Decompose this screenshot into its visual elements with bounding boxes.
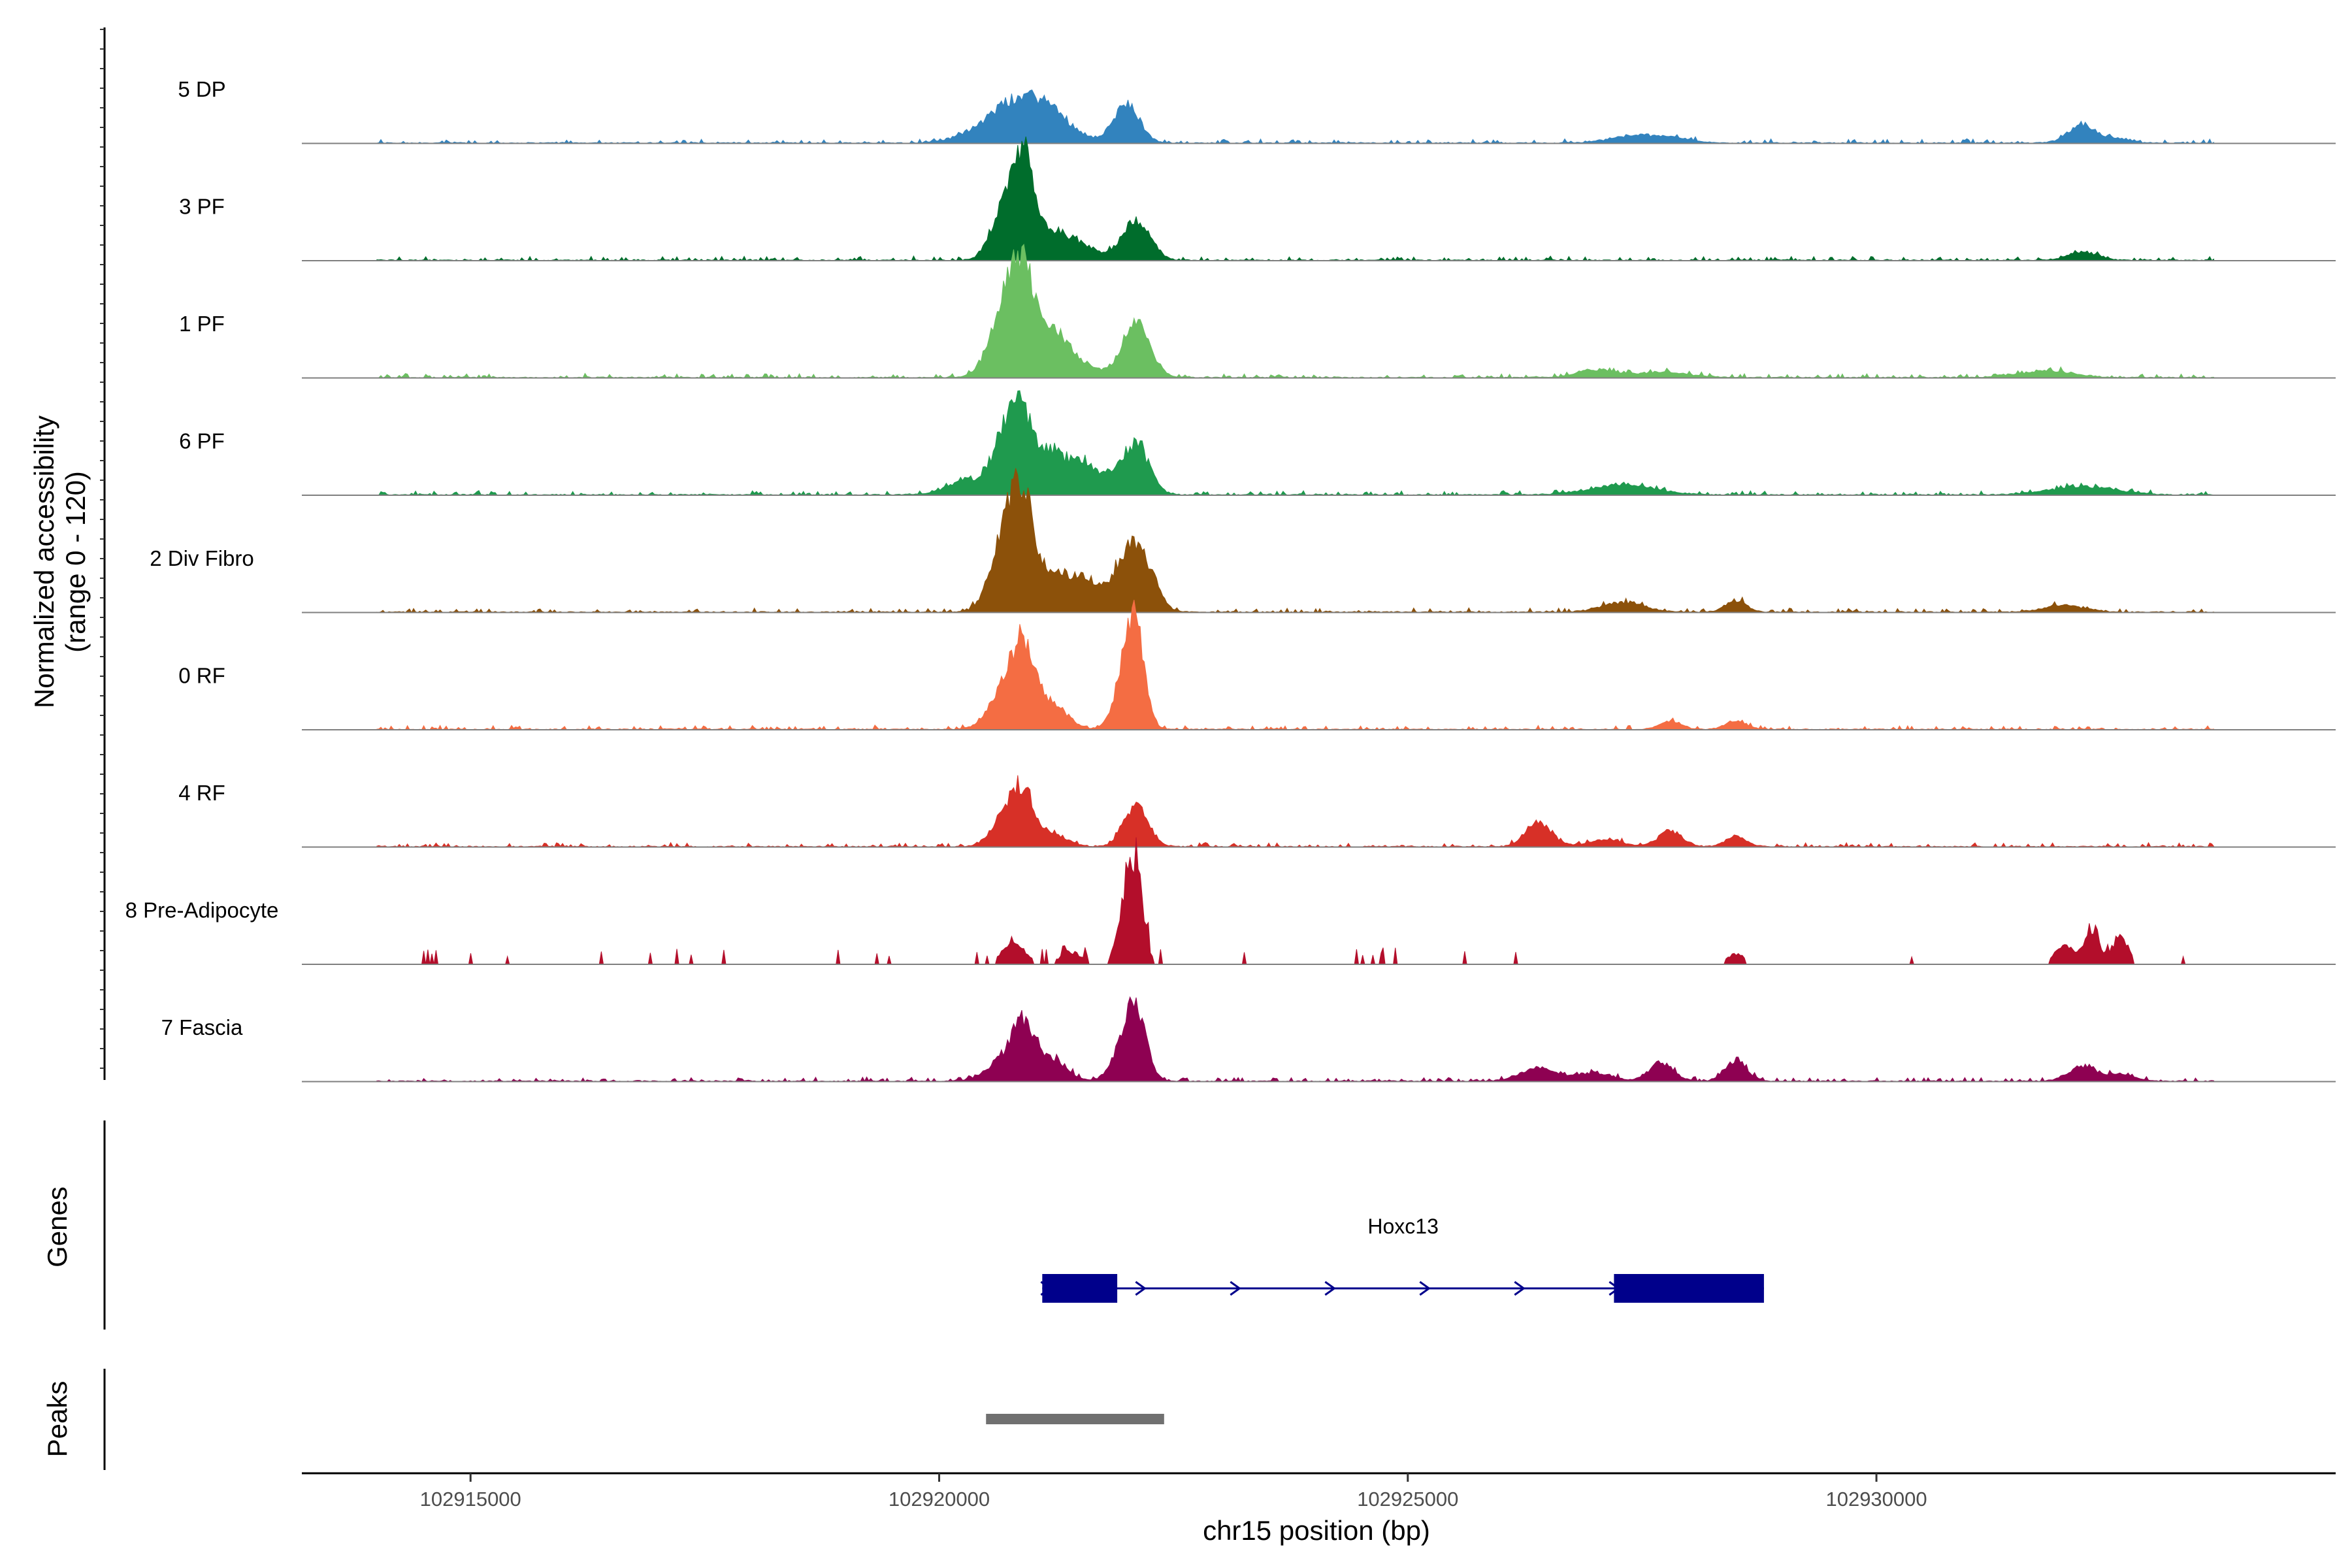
track-label: 0 RF bbox=[178, 664, 225, 688]
peaks-panel bbox=[103, 1369, 1164, 1470]
x-tick-label: 102920000 bbox=[889, 1488, 990, 1511]
coverage-track-1-pf bbox=[302, 243, 2336, 379]
coverage-area bbox=[376, 89, 2214, 144]
coverage-area bbox=[376, 390, 2214, 496]
strand-arrow bbox=[1324, 1281, 1336, 1296]
gene-exon bbox=[1614, 1274, 1764, 1303]
coverage-track-4-rf bbox=[302, 775, 2336, 848]
track-label: 4 RF bbox=[178, 781, 225, 805]
coverage-area bbox=[376, 996, 2214, 1083]
coverage-tracks bbox=[302, 89, 2336, 1083]
x-axis: 102915000 102920000 102925000 102930000 bbox=[302, 1472, 2336, 1511]
coverage-track-2-div-fibro bbox=[302, 468, 2336, 613]
track-label: 7 Fascia bbox=[161, 1015, 243, 1039]
coverage-area bbox=[376, 468, 2214, 613]
track-label: 3 PF bbox=[179, 195, 225, 219]
coverage-track-8-pre-adipocyte bbox=[302, 837, 2336, 965]
coverage-track-3-pf bbox=[302, 137, 2336, 261]
strand-arrow bbox=[1514, 1281, 1526, 1296]
peaks-panel-title: Peaks bbox=[42, 1381, 73, 1458]
track-label: 8 Pre-Adipocyte bbox=[125, 898, 279, 923]
y-axis-title-line1: Normalized accessibility bbox=[29, 416, 59, 708]
coverage-area bbox=[376, 600, 2214, 730]
coverage-area bbox=[376, 243, 2214, 379]
coverage-track-7-fascia bbox=[302, 996, 2336, 1083]
y-axis-title-line2: (range 0 - 120) bbox=[60, 471, 91, 653]
strand-arrow bbox=[1230, 1281, 1241, 1296]
track-label: 1 PF bbox=[179, 312, 225, 336]
genes-panel-title: Genes bbox=[42, 1186, 73, 1267]
y-axis bbox=[100, 27, 106, 1080]
track-labels: 5 DP 3 PF 1 PF 6 PF 2 Div Fibro 0 RF 4 RF 8 Pre… bbox=[125, 77, 279, 1039]
gene-name-label: Hoxc13 bbox=[1367, 1215, 1439, 1238]
track-label: 2 Div Fibro bbox=[150, 546, 254, 570]
coverage-track-0-rf bbox=[302, 600, 2336, 730]
x-axis-title: chr15 position (bp) bbox=[1203, 1515, 1430, 1546]
gene-hoxc13: Hoxc13 bbox=[1040, 1215, 1764, 1303]
coverage-area bbox=[376, 837, 2214, 965]
track-label: 5 DP bbox=[178, 77, 225, 101]
strand-arrow bbox=[1135, 1281, 1147, 1296]
coverage-track-5-dp bbox=[302, 89, 2336, 144]
genes-panel: Hoxc13 bbox=[103, 1120, 1764, 1330]
track-label: 6 PF bbox=[179, 429, 225, 453]
peak-region bbox=[986, 1414, 1164, 1424]
coverage-area bbox=[376, 137, 2214, 261]
x-tick-label: 102925000 bbox=[1357, 1488, 1458, 1511]
coverage-area bbox=[376, 775, 2214, 848]
coverage-track-6-pf bbox=[302, 390, 2336, 496]
gene-exon bbox=[1042, 1274, 1118, 1303]
x-tick-label: 102915000 bbox=[420, 1488, 521, 1511]
x-tick-label: 102930000 bbox=[1825, 1488, 1927, 1511]
strand-arrow bbox=[1419, 1281, 1431, 1296]
